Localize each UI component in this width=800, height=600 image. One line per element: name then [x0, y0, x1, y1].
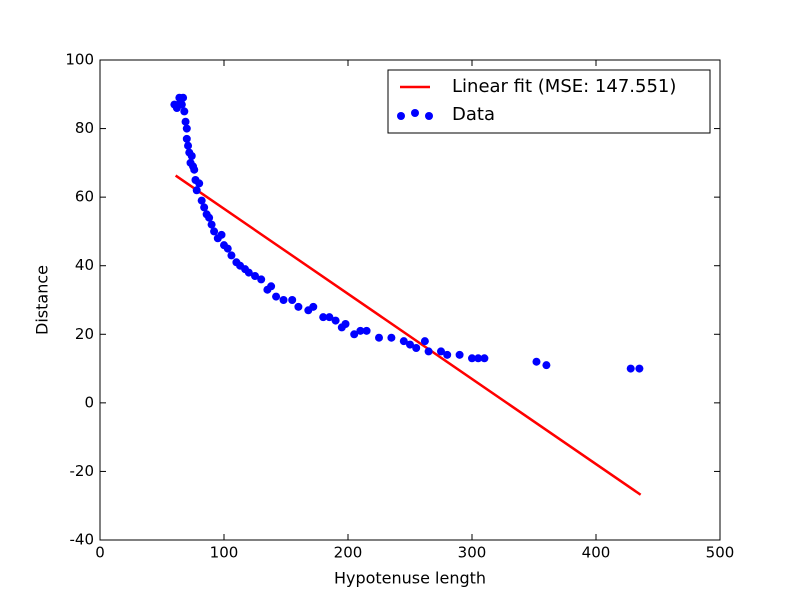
- data-point: [325, 313, 334, 322]
- y-tick-label: -40: [70, 531, 95, 549]
- data-point: [187, 152, 196, 160]
- data-point: [184, 141, 193, 150]
- data-point: [542, 361, 551, 370]
- data-point: [192, 186, 201, 195]
- y-tick-label: 40: [75, 256, 94, 274]
- y-tick-label: 20: [75, 325, 94, 343]
- data-point: [197, 196, 206, 205]
- data-point: [375, 333, 383, 342]
- data-point: [272, 292, 281, 301]
- fit-line: [174, 174, 642, 496]
- x-tick-label: 100: [210, 544, 239, 562]
- data-point: [182, 124, 191, 133]
- data-point: [182, 134, 191, 143]
- legend-box: [387, 69, 711, 134]
- data-point: [468, 354, 476, 363]
- data-point: [412, 344, 421, 352]
- x-tick-label: 400: [582, 544, 611, 562]
- legend-dot: [425, 112, 433, 120]
- data-point: [350, 330, 359, 339]
- data-point: [474, 354, 483, 363]
- data-point: [331, 316, 340, 325]
- data-point: [356, 326, 365, 335]
- legend-label: Data: [452, 104, 495, 125]
- legend-dot: [411, 109, 419, 117]
- y-tick-label: 80: [75, 119, 94, 137]
- data-point: [244, 268, 253, 277]
- data-point: [362, 326, 371, 335]
- data-point: [200, 203, 209, 212]
- data-point: [294, 302, 303, 311]
- y-axis-label: Distance: [33, 265, 52, 335]
- y-tick-label: 60: [75, 188, 94, 206]
- data-point: [180, 107, 189, 116]
- data-point: [177, 100, 186, 109]
- data-point: [279, 296, 288, 304]
- y-tick-label: 0: [84, 393, 94, 411]
- data-point: [288, 296, 297, 304]
- data-point: [455, 350, 464, 359]
- legend-dot: [397, 112, 405, 120]
- x-tick-label: 300: [458, 544, 487, 562]
- y-tick-label: 100: [65, 51, 94, 69]
- x-axis-label: Hypotenuse length: [334, 569, 486, 588]
- data-point: [210, 227, 219, 236]
- data-point: [181, 117, 190, 126]
- data-point: [480, 354, 489, 363]
- data-point: [626, 364, 635, 373]
- y-tick-label: -20: [70, 462, 95, 480]
- data-point: [387, 333, 396, 342]
- legend-label: Linear fit (MSE: 147.551): [452, 76, 676, 97]
- data-point: [179, 93, 188, 102]
- data-point: [227, 251, 236, 260]
- data-point: [424, 347, 433, 356]
- data-point: [399, 337, 408, 346]
- data-point: [223, 244, 232, 253]
- data-point: [257, 275, 266, 284]
- data-point: [319, 313, 328, 322]
- data-point: [267, 282, 276, 291]
- data-point: [635, 364, 644, 373]
- data-point: [532, 357, 541, 366]
- x-tick-label: 200: [334, 544, 363, 562]
- data-point: [217, 230, 226, 239]
- data-point: [205, 213, 214, 222]
- data-point: [341, 320, 350, 328]
- data-point: [190, 165, 199, 174]
- x-tick-label: 0: [95, 544, 105, 562]
- data-point: [195, 179, 204, 188]
- data-point: [251, 272, 259, 280]
- data-point: [420, 337, 429, 346]
- data-point: [437, 347, 445, 356]
- data-point: [309, 302, 318, 311]
- data-point: [406, 340, 414, 349]
- plot-frame: [99, 59, 721, 541]
- data-point: [207, 220, 216, 229]
- x-tick-label: 500: [706, 544, 735, 562]
- data-point: [443, 350, 452, 359]
